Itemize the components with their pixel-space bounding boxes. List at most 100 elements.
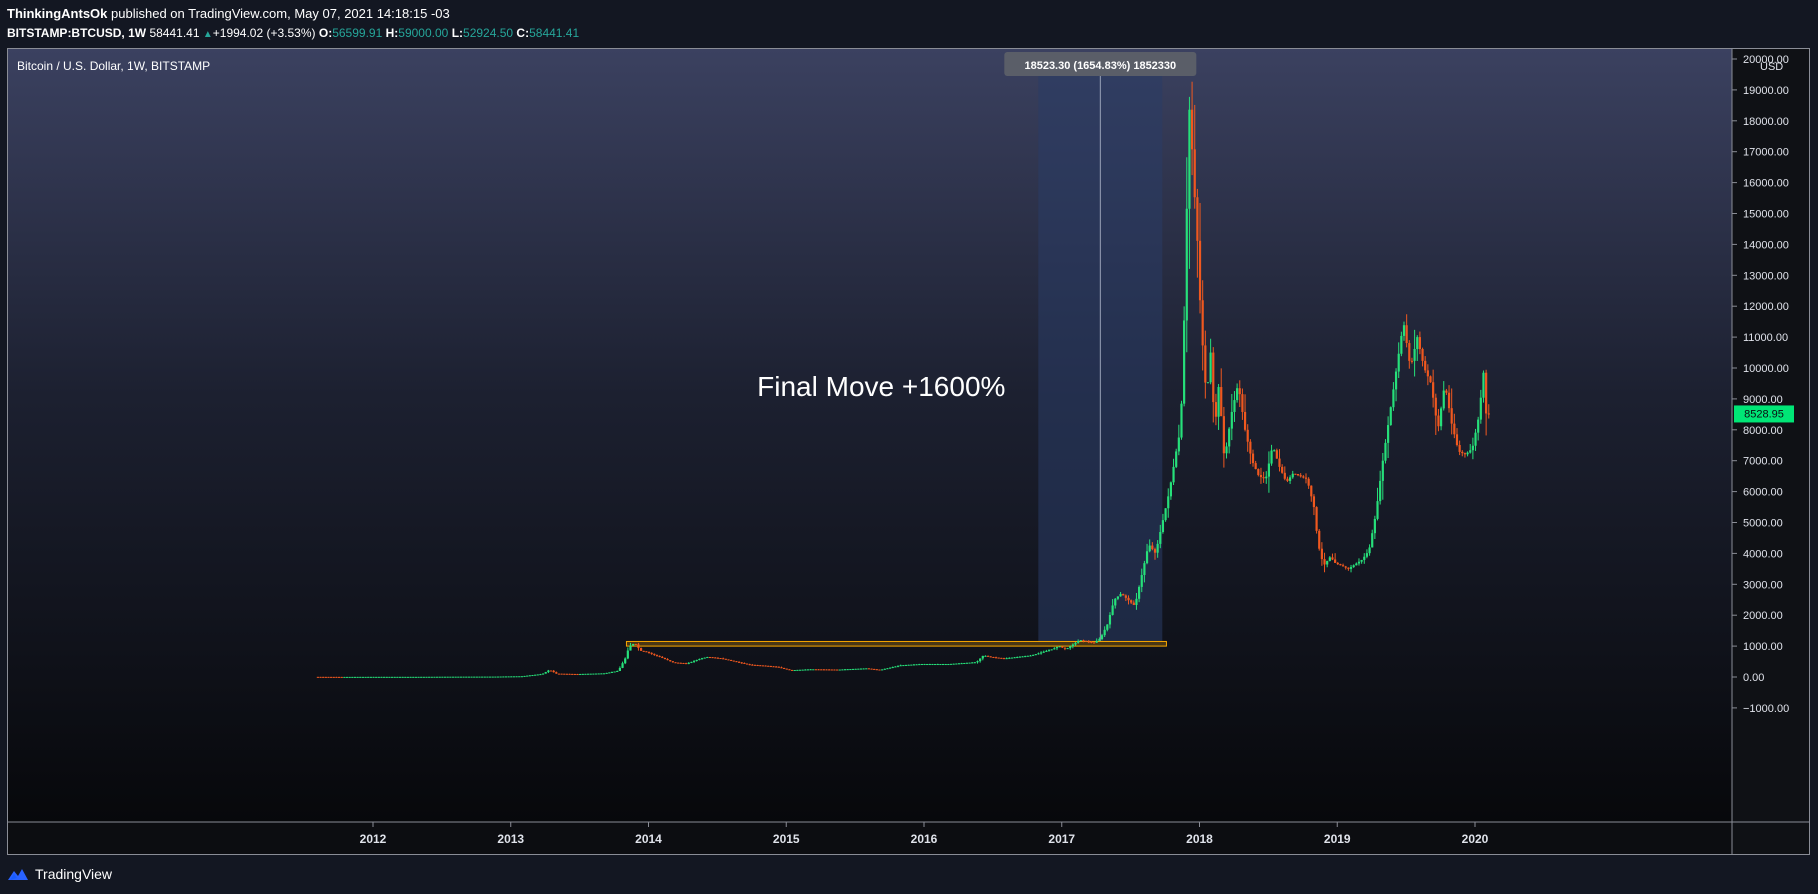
candle-body bbox=[666, 659, 669, 661]
candle-body bbox=[1238, 388, 1241, 395]
candle-body bbox=[764, 665, 767, 667]
candle-body bbox=[661, 656, 664, 658]
candle-body bbox=[896, 665, 900, 667]
candle-body bbox=[1066, 648, 1069, 650]
candle-body bbox=[1455, 434, 1459, 446]
candle-body bbox=[1487, 413, 1490, 415]
candle-body bbox=[327, 676, 330, 678]
candle-body bbox=[457, 676, 460, 678]
candle-body bbox=[343, 676, 346, 678]
chart-area[interactable]: −1000.00 0.00 1000.00 2000.00 3000.00 4000.00… bbox=[7, 48, 1810, 855]
candle-body bbox=[515, 676, 518, 678]
candle-body bbox=[841, 669, 844, 671]
candle-body bbox=[1466, 452, 1469, 455]
candle-body bbox=[446, 676, 449, 678]
y-tick-label: 8000.00 bbox=[1743, 425, 1783, 437]
candle-body bbox=[449, 676, 452, 678]
candle-body bbox=[1394, 371, 1398, 390]
candle-body bbox=[1389, 407, 1392, 426]
candle-body bbox=[462, 676, 465, 678]
candle-body bbox=[1100, 635, 1104, 640]
candle-body bbox=[949, 663, 953, 665]
candle-body bbox=[984, 655, 987, 657]
candle-body bbox=[708, 657, 712, 659]
candle-body bbox=[502, 676, 505, 678]
candle-body bbox=[467, 676, 470, 678]
candle-body bbox=[1442, 390, 1445, 409]
candle-body bbox=[404, 676, 407, 678]
candle-body bbox=[1275, 450, 1278, 459]
final-move-annotation[interactable]: Final Move +1600% bbox=[757, 371, 1005, 402]
candle-body bbox=[936, 664, 939, 666]
candle-body bbox=[616, 671, 619, 673]
x-tick-label: 2017 bbox=[1048, 832, 1075, 846]
y-tick-label: −1000.00 bbox=[1743, 703, 1789, 715]
candle-body bbox=[1331, 557, 1334, 560]
time-axis-panel[interactable] bbox=[7, 822, 1732, 855]
candle-body bbox=[1116, 596, 1120, 599]
candle-body bbox=[886, 668, 889, 670]
candle-body bbox=[849, 669, 852, 671]
candle-body bbox=[1159, 532, 1162, 544]
candle-body bbox=[992, 656, 995, 658]
candle-body bbox=[1413, 348, 1416, 361]
candle-body bbox=[396, 676, 399, 678]
candle-body bbox=[1135, 598, 1138, 605]
candle-body bbox=[881, 669, 884, 671]
measure-layer bbox=[1038, 68, 1163, 642]
candle-body bbox=[1249, 441, 1252, 454]
x-tick-label: 2020 bbox=[1462, 832, 1489, 846]
candle-body bbox=[531, 675, 534, 677]
candle-body bbox=[1180, 403, 1183, 438]
candle-body bbox=[1485, 372, 1488, 414]
candle-body bbox=[941, 664, 945, 666]
footer-brand[interactable]: TradingView bbox=[7, 862, 112, 886]
candle-body bbox=[1286, 478, 1289, 481]
candle-body bbox=[785, 668, 788, 670]
candle-body bbox=[634, 643, 637, 645]
candle-body bbox=[1243, 411, 1247, 430]
candle-body bbox=[1463, 453, 1467, 455]
candle-body bbox=[428, 676, 431, 678]
high-value: 59000.00 bbox=[398, 26, 449, 40]
y-tick-label: 15000.00 bbox=[1743, 209, 1789, 221]
price-chart[interactable]: −1000.00 0.00 1000.00 2000.00 3000.00 4000.00… bbox=[7, 48, 1810, 855]
candle-body bbox=[1307, 478, 1310, 486]
candle-body bbox=[698, 659, 701, 661]
candle-body bbox=[385, 676, 388, 678]
candle-body bbox=[751, 664, 754, 666]
candle-body bbox=[777, 666, 780, 668]
candle-body bbox=[1336, 562, 1339, 565]
x-tick-label: 2014 bbox=[635, 832, 662, 846]
candle-body bbox=[465, 676, 468, 678]
candle-body bbox=[330, 676, 333, 678]
candle-body bbox=[1320, 548, 1323, 560]
y-axis-unit-label: USD bbox=[1760, 61, 1783, 73]
candle-body bbox=[1349, 567, 1353, 569]
candle-body bbox=[894, 666, 897, 668]
resistance-zone[interactable] bbox=[625, 640, 1167, 647]
candle-body bbox=[1098, 639, 1101, 641]
candle-body bbox=[364, 676, 367, 678]
author-name[interactable]: ThinkingAntsOk bbox=[7, 6, 108, 21]
candle-body bbox=[1217, 387, 1220, 417]
candle-body bbox=[1416, 337, 1419, 349]
y-tick-label: 13000.00 bbox=[1743, 270, 1789, 282]
candle-body bbox=[1029, 655, 1032, 657]
candle-body bbox=[560, 673, 563, 675]
candle-body bbox=[1206, 382, 1210, 384]
y-tick-label: 18000.00 bbox=[1743, 116, 1789, 128]
candle-body bbox=[828, 669, 831, 671]
candle-body bbox=[1132, 602, 1135, 605]
candle-body bbox=[494, 676, 497, 678]
last-price-badge: 8528.95 bbox=[1734, 405, 1794, 423]
price-axis-panel[interactable] bbox=[1732, 48, 1810, 855]
candle-body bbox=[356, 676, 359, 678]
candle-body bbox=[417, 676, 420, 678]
candle-body bbox=[838, 669, 841, 671]
measure-label-badge[interactable]: 18523.30 (1654.83%) 1852330 bbox=[1004, 52, 1197, 76]
candle-body bbox=[324, 676, 327, 678]
candle-body bbox=[1090, 641, 1093, 643]
candle-body bbox=[1082, 640, 1085, 642]
candle-body bbox=[1434, 397, 1437, 416]
